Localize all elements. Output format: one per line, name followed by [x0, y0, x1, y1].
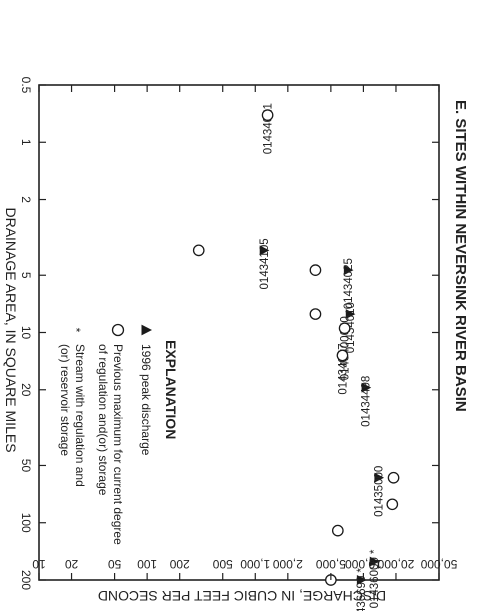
previous-max-marker [261, 109, 274, 121]
legend-item-text: of regulation and(or) storage [96, 344, 110, 496]
legend-item-text: 1996 peak discharge [139, 344, 153, 456]
x-tick-label: 100 [19, 513, 33, 533]
peak-1996-marker [345, 309, 356, 320]
previous-max-marker [309, 264, 322, 276]
y-tick-label: 20 [65, 557, 79, 571]
y-axis-title: DISCHARGE, IN CUBIC FEET PER SECOND [98, 588, 386, 604]
legend-asterisk-icon: * [69, 328, 83, 333]
y-tick-label: 10 [32, 557, 46, 571]
station-label: 01436690 * [356, 567, 368, 611]
previous-max-marker [387, 471, 400, 484]
previous-max-marker [331, 524, 344, 537]
y-tick-label: 20,000 [377, 557, 414, 571]
peak-1996-marker [361, 382, 372, 393]
y-tick-label: 5,000 [316, 557, 346, 571]
y-tick-label: 1,000 [240, 557, 270, 571]
y-tick-label: 50 [108, 557, 122, 571]
station-label: 01435000 [374, 466, 386, 517]
previous-max-marker [386, 498, 399, 511]
station-label: 01434010 [345, 302, 357, 353]
peak-1996-marker [374, 472, 385, 483]
y-tick-label: 200 [169, 557, 189, 571]
explanation-title: EXPLANATION [163, 340, 179, 439]
x-tick-label: 0.5 [19, 77, 33, 94]
peak-1996-marker [343, 265, 354, 276]
x-tick-label: 200 [19, 570, 33, 590]
station-label: 01434105 [259, 238, 271, 289]
legend-circle-icon [111, 323, 125, 337]
explanation-legend: EXPLANATION 1996 peak discharge Previous m… [58, 323, 179, 545]
station-label: 01436000 * [369, 549, 381, 608]
y-tick-label: 10,000 [345, 557, 382, 571]
legend-item-text: Stream with regulation and [73, 344, 87, 487]
previous-max-marker [336, 349, 349, 362]
peak-1996-marker [356, 575, 367, 585]
y-tick-label: 100 [137, 557, 157, 571]
y-tick-label: 50,000 [420, 557, 457, 571]
previous-max-marker [338, 322, 351, 335]
legend-item-text: Previous maximum for current degree [111, 344, 125, 545]
previous-max-marker [192, 244, 205, 257]
previous-max-marker [309, 308, 322, 320]
panel-title: E. SITES WITHIN NEVERSINK RIVER BASIN [452, 100, 469, 412]
x-tick-label: 10 [19, 326, 33, 340]
x-tick-label: 2 [19, 196, 33, 203]
y-tick-label: 2,000 [272, 557, 302, 571]
x-tick-label: 5 [19, 272, 33, 279]
x-tick-label: 20 [19, 383, 33, 397]
legend-item-text: (or) reservoir storage [58, 344, 72, 456]
y-axis-ticks: 10 20 50 100 200 500 1,000 2,000 5,000 10,00020,0… [32, 557, 457, 571]
station-label: 01434498 [361, 376, 373, 427]
x-axis-title: DRAINAGE AREA, IN SQUARE MILES [3, 207, 19, 452]
station-label: 01434025 [343, 258, 355, 309]
x-tick-label: 1 [19, 139, 33, 146]
peak-1996-marker [369, 556, 380, 567]
legend-triangle-icon [141, 324, 152, 336]
x-tick-label: 50 [19, 459, 33, 473]
y-tick-label: 500 [212, 557, 232, 571]
peak-1996-marker [259, 245, 270, 256]
